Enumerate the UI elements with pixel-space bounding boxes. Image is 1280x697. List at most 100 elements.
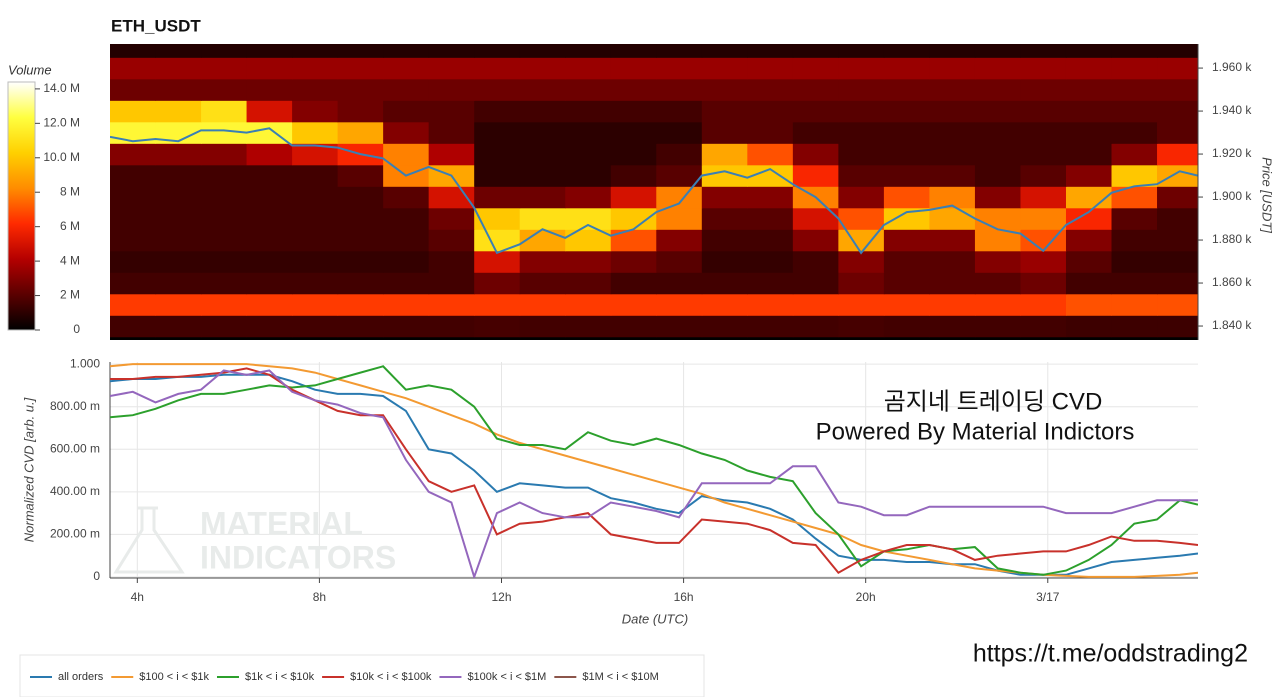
colorbar-tick-label: 0	[73, 322, 80, 336]
x-tick-label: 12h	[491, 590, 511, 604]
heat-cell	[155, 78, 202, 101]
heat-cell	[1111, 121, 1158, 144]
heat-cell	[883, 272, 930, 295]
heat-cell	[110, 100, 157, 123]
heat-cell	[883, 315, 930, 338]
heat-cell	[155, 315, 202, 338]
heat-cell	[792, 272, 839, 295]
y-axis-label: Price [USDT]	[1260, 157, 1275, 233]
heat-cell	[1157, 186, 1198, 209]
y-tick-label: 1.880 k	[1212, 232, 1252, 246]
heat-cell	[838, 143, 885, 166]
heat-cell	[610, 315, 657, 338]
heat-cell	[838, 207, 885, 230]
price-line	[110, 127, 1198, 255]
heat-cell	[610, 164, 657, 187]
heat-cell	[155, 143, 202, 166]
heat-cell	[747, 293, 794, 316]
heat-cell	[565, 207, 612, 230]
heat-cell	[610, 44, 657, 58]
heat-cell	[701, 121, 748, 144]
heat-cell	[1065, 250, 1113, 273]
heat-cell	[383, 250, 430, 273]
heat-cell	[610, 293, 657, 316]
heat-cell	[1157, 315, 1198, 338]
heat-cell	[1157, 164, 1198, 187]
heat-cell	[110, 229, 157, 252]
heat-cell	[656, 100, 703, 123]
heat-cell	[792, 293, 839, 316]
heat-cell	[155, 272, 202, 295]
heat-cell	[747, 78, 794, 101]
heat-cell	[519, 100, 566, 123]
heat-cell	[701, 250, 748, 273]
watermark-flask	[113, 506, 185, 574]
heat-cell	[838, 100, 885, 123]
heat-cell	[337, 293, 384, 316]
heat-cell	[747, 57, 794, 80]
heat-cell	[428, 143, 475, 166]
heat-cell	[929, 121, 976, 144]
heat-cell	[1157, 272, 1198, 295]
heat-cell	[1065, 121, 1113, 144]
heat-cell	[201, 78, 248, 101]
heat-cell	[337, 315, 384, 338]
heat-cell	[383, 207, 430, 230]
heat-cell	[929, 229, 976, 252]
heat-cell	[428, 100, 475, 123]
heat-cell	[1020, 229, 1067, 252]
heat-cell	[292, 315, 339, 338]
heat-cell	[792, 164, 839, 187]
heat-cell	[155, 164, 202, 187]
heat-cell	[519, 207, 566, 230]
heat-cell	[337, 78, 384, 101]
heat-cell	[747, 100, 794, 123]
heat-cell	[883, 44, 930, 58]
heat-cell	[110, 207, 157, 230]
heat-cell	[110, 57, 157, 80]
heat-cell	[792, 78, 839, 101]
y-tick-label: 600.00 m	[50, 441, 100, 455]
heat-cell	[747, 207, 794, 230]
heat-cell	[701, 44, 748, 58]
heat-cell	[519, 164, 566, 187]
heat-cell	[701, 293, 748, 316]
heat-cell	[1111, 143, 1158, 166]
heat-cell	[974, 121, 1021, 144]
heat-cell	[1111, 186, 1158, 209]
heat-cell	[383, 143, 430, 166]
heat-cell	[201, 250, 248, 273]
heat-cell	[565, 44, 612, 58]
heat-cell	[747, 250, 794, 273]
heat-cell	[337, 100, 384, 123]
heat-cell	[883, 164, 930, 187]
heat-cell	[747, 315, 794, 338]
heat-cell	[428, 272, 475, 295]
heat-cell	[383, 78, 430, 101]
heat-cell	[383, 121, 430, 144]
heat-cell	[610, 186, 657, 209]
heat-cell	[1157, 293, 1198, 316]
heat-cell	[201, 100, 248, 123]
heat-cell	[155, 229, 202, 252]
heat-cell	[155, 121, 202, 144]
heat-cell	[1020, 293, 1067, 316]
heat-cell	[337, 229, 384, 252]
heat-cell	[610, 207, 657, 230]
colorbar	[7, 81, 36, 331]
heat-cell	[929, 44, 976, 58]
heat-cell	[610, 143, 657, 166]
heat-cell	[838, 272, 885, 295]
heat-cell	[246, 100, 293, 123]
heat-cell	[201, 293, 248, 316]
heat-cell	[383, 57, 430, 80]
heat-cell	[747, 143, 794, 166]
heat-cell	[519, 121, 566, 144]
heat-cell	[1020, 315, 1067, 338]
heat-cell	[155, 44, 202, 58]
heat-cell	[292, 44, 339, 58]
heat-cell	[565, 250, 612, 273]
legend-label: $1M < i < $10M	[582, 671, 658, 683]
heat-cell	[246, 186, 293, 209]
